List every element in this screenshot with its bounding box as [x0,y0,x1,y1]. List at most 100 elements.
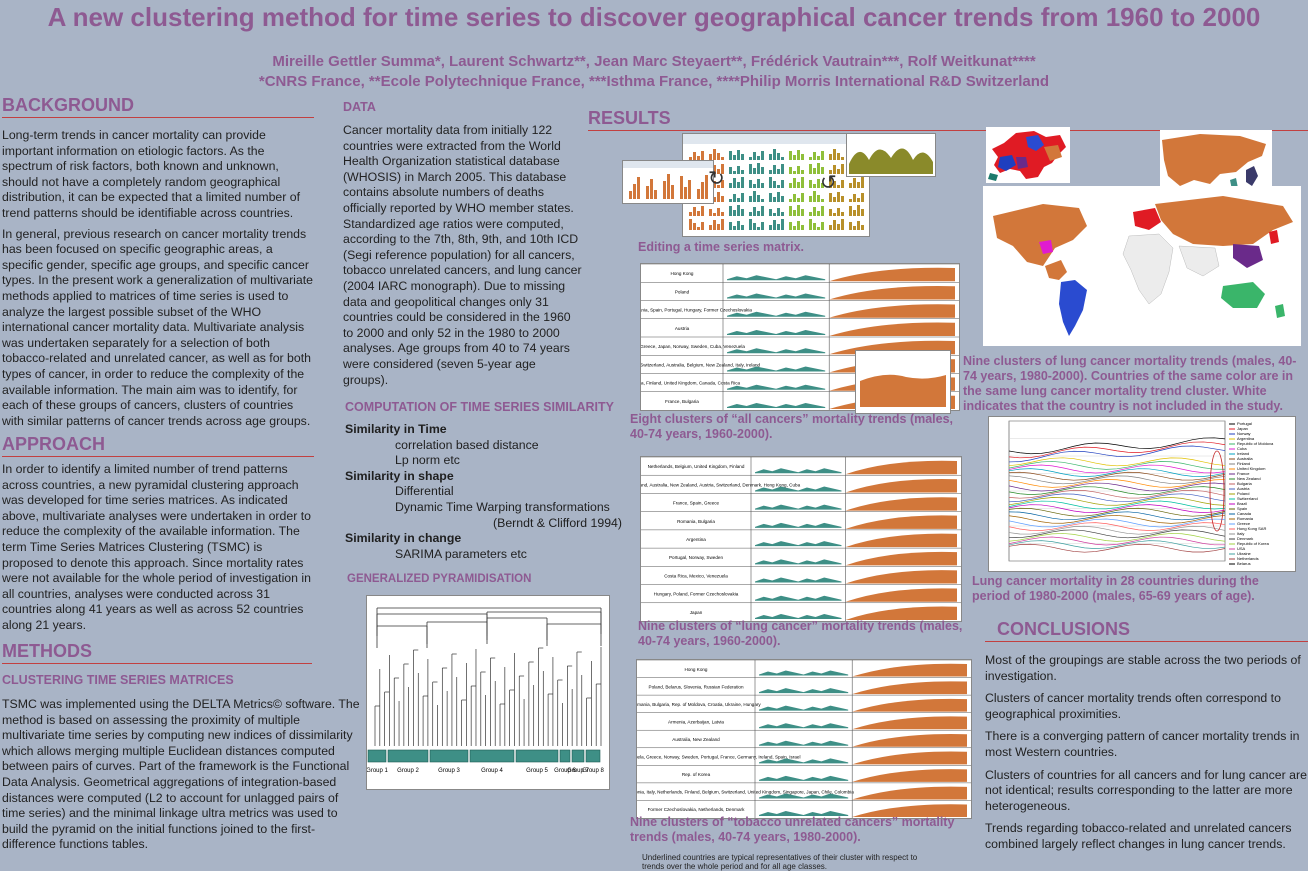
matrix-cell-bar [741,193,744,202]
background-text: Long-term trends in cancer mortality can… [2,128,314,434]
legend-label: United Kingdom [1237,466,1266,471]
matrix-cell-bar [709,154,712,160]
series-line [1008,500,1226,510]
poster-title: A new clustering method for time series … [47,2,1261,32]
matrix-cell-bar [817,179,820,188]
legend-label: Brazil [1237,501,1247,506]
matrix-cell-bar [637,177,640,199]
matrix-cell-bar [737,166,740,174]
matrix-cell-bar [861,225,864,230]
cluster-row-label: Mexico, Romania, Spain, Portugal, Hungar… [641,308,752,313]
similarity-change-title: Similarity in change [345,531,462,546]
matrix-cell-bar [721,157,724,160]
series-line [1008,518,1226,528]
legend-label: Ireland [1237,451,1249,456]
cluster-sparkline [727,275,826,281]
matrix-cell-bar [849,206,852,216]
matrix-cell-bar [769,209,772,216]
methods-heading: METHODS [2,641,312,664]
matrix-cell-bar [717,153,720,160]
cluster-trend-area [845,533,957,548]
matrix-cell-bar [709,225,712,230]
cluster-trend-area [852,733,967,747]
matrix-cell-bar [853,178,856,188]
results-heading: RESULTS [588,108,1308,131]
matrix-cell-bar [749,219,752,230]
matrix-cell-bar [737,198,740,202]
cluster-sparkline [755,577,842,583]
cluster-trend-area [829,304,955,318]
cluster-row-label: Hong Kong [685,667,708,672]
pyramid-group-box [367,749,387,763]
matrix-cell-bar [837,185,840,188]
cluster-trend-area [852,716,967,730]
cluster-trend-area [852,681,967,695]
series-line [1008,529,1226,539]
matrix-toolbar [623,161,713,168]
matrix-cell-bar [841,219,844,230]
cluster-row-label: Hungary, Poland, Former Czechoslovakia [654,592,739,597]
series-line [1008,461,1226,470]
cluster-trend-area [852,769,967,782]
matrix-cell-bar [701,151,704,160]
cluster-row-label: Netherlands, UK, Switzerland, Australia,… [641,362,761,367]
authors: Mireille Gettler Summa*, Laurent Schwart… [272,53,1036,70]
matrix-cell-bar [729,151,732,160]
matrix-cell-bar [781,219,784,230]
legend-label: Bulgaria [1237,481,1252,486]
matrix-cell-bar [709,209,712,216]
cluster-row-label: Australia, New Zealand [672,737,720,742]
series-line [1008,511,1226,521]
lung-cancer-cluster-table: Netherlands, Belgium, United Kingdom, Fi… [640,456,962,622]
cluster-row-label: Austria [675,326,690,331]
matrix-cell-bar [689,219,692,230]
matrix-cell-bar [789,183,792,188]
all-cancers-zoom-plot [855,350,951,414]
world-cluster-map [983,186,1301,346]
legend-label: Spain [1237,506,1247,511]
similarity-item: Differential [395,484,454,499]
similarity-item: Dynamic Time Warping transformations [395,499,610,514]
conclusion-item: Clusters of countries for all cancers an… [985,767,1307,813]
matrix-cell-bar [817,195,820,202]
matrix-cell-bar [757,211,760,216]
cluster-sparkline [755,595,842,601]
matrix-cell-bar [821,206,824,216]
matrix-cell-bar [849,199,852,202]
matrix-cell-bar [813,152,816,160]
matrix-cell-bar [829,209,832,216]
cluster-row-label: France, Bulgaria [665,399,699,404]
matrix-cell-bar [813,207,816,216]
series-line [1008,471,1226,481]
series-line [1008,468,1226,477]
matrix-cell-bar [837,208,840,216]
matrix-cell-bar [781,196,784,202]
matrix-cell-bar [837,192,840,202]
matrix-cell-bar [837,169,840,174]
matrix-cell-bar [733,226,736,230]
series-line [1008,525,1226,535]
legend-label: France [1237,471,1250,476]
conclusion-item: There is a converging pattern of cancer … [985,729,1300,759]
matrix-toolbar [683,134,869,144]
series-line [1008,475,1226,485]
conclusions-list: Most of the groupings are stable across … [985,653,1308,860]
matrix-cell-bar [853,194,856,202]
matrix-cell-bar [753,223,756,230]
cluster-sparkline [759,688,849,694]
matrix-cell-bar [733,210,736,216]
matrix-cell-bar [761,167,764,174]
cluster-row-label: Romania, Bulgaria [677,519,715,524]
matrix-cell-bar [793,171,796,174]
matrix-cell-bar [689,212,692,216]
lung-mortality-line-chart: Portugal Japan Norway Argentina Republic of … [988,416,1296,572]
matrix-cell-bar [801,225,804,230]
matrix-cell-bar [749,180,752,188]
cluster-sparkline [727,311,826,317]
cluster-sparkline [727,348,826,354]
pyramid-group-box [559,749,571,763]
cluster-row-label: Argentina [686,537,706,542]
matrix-cell-bar [813,223,816,230]
matrix-cell-bar [693,152,696,160]
matrix-cell-bar [773,220,776,230]
